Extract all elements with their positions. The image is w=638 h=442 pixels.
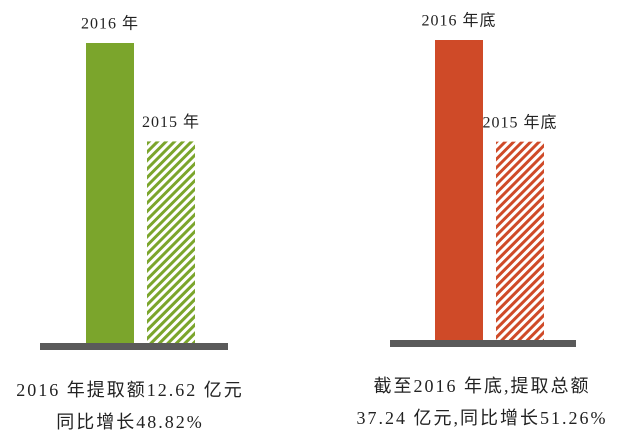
- caption: 截至2016 年底,提取总额: [374, 376, 591, 396]
- bar-label: 2016 年: [81, 15, 139, 33]
- bar: [147, 141, 195, 343]
- bar: [86, 43, 134, 343]
- bar-label: 2015 年底: [482, 113, 557, 131]
- bar-label: 2015 年: [142, 113, 200, 131]
- bar: [496, 141, 544, 340]
- bar-label: 2016 年底: [421, 12, 496, 30]
- baseline: [390, 340, 576, 347]
- bar: [435, 40, 483, 340]
- caption: 37.24 亿元,同比增长51.26%: [357, 408, 608, 428]
- caption: 同比增长48.82%: [56, 412, 204, 432]
- baseline: [40, 343, 228, 350]
- caption: 2016 年提取额12.62 亿元: [16, 380, 244, 400]
